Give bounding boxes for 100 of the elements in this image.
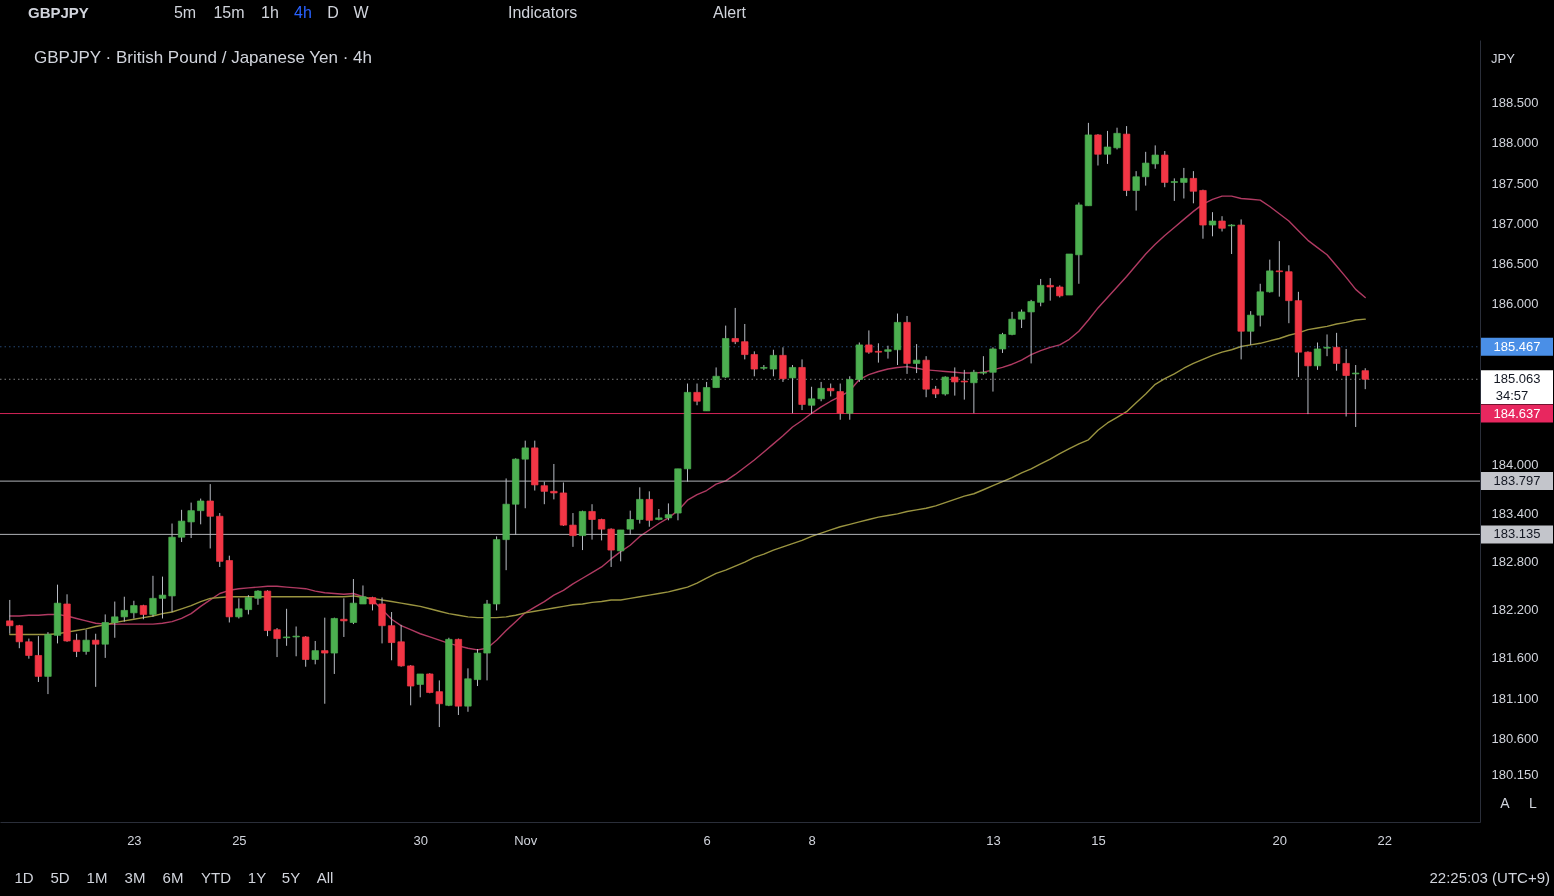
- y-tick-label: 180.150: [1491, 767, 1539, 783]
- candlestick: [244, 594, 253, 615]
- candlestick: [1323, 333, 1331, 357]
- candlestick: [998, 332, 1007, 354]
- y-tick-label: 187.500: [1491, 175, 1539, 191]
- candlestick: [1103, 130, 1112, 165]
- y-tick-label: 184.000: [1491, 457, 1539, 473]
- x-tick-label: 30: [413, 832, 428, 848]
- line-series: [9, 195, 1366, 651]
- candlestick: [1037, 278, 1045, 307]
- text: W: [353, 4, 370, 21]
- candlestick: [1113, 127, 1121, 150]
- candlestick: [407, 664, 415, 706]
- x-tick-label: 25: [232, 832, 247, 848]
- y-tick-label: 182.800: [1491, 553, 1539, 569]
- candlestick: [311, 640, 319, 665]
- text: 1D: [14, 869, 34, 886]
- text: All: [316, 869, 334, 886]
- candlestick: [912, 343, 921, 374]
- candlestick: [884, 345, 892, 360]
- candlestick: [72, 633, 81, 658]
- text: Alert: [713, 4, 747, 21]
- candlestick: [197, 498, 205, 525]
- chart-title: GBPJPY · British Pound / Japanese Yen · 4h: [34, 48, 373, 67]
- candlestick: [865, 329, 873, 355]
- ref-line-label: 185.063: [1493, 371, 1541, 387]
- candlestick: [340, 597, 348, 638]
- candlestick: [235, 597, 243, 619]
- candlestick: [1227, 223, 1236, 255]
- ref-line-label: 184.637: [1493, 405, 1541, 421]
- y-tick-label: 180.600: [1491, 730, 1539, 746]
- candlestick: [1189, 170, 1198, 204]
- candlestick: [387, 611, 396, 661]
- x-tick-label: 6: [703, 832, 711, 848]
- ref-line-label: 183.797: [1493, 473, 1541, 489]
- ref-line-label: 183.135: [1493, 526, 1541, 542]
- x-tick-label: 15: [1091, 832, 1106, 848]
- candlestick: [731, 307, 739, 345]
- candlestick: [378, 597, 386, 644]
- candlestick: [979, 355, 988, 376]
- candlestick: [970, 369, 978, 414]
- candlestick: [645, 490, 653, 528]
- y-tick-label: 188.500: [1491, 95, 1539, 111]
- candlestick: [1313, 342, 1322, 371]
- candlestick: [292, 626, 300, 657]
- candlestick: [788, 364, 797, 414]
- candlestick: [655, 508, 663, 521]
- text: L: [1529, 795, 1538, 811]
- candlestick: [349, 578, 358, 625]
- candlestick: [149, 575, 157, 618]
- candlestick: [359, 584, 367, 605]
- candlestick: [1170, 177, 1178, 202]
- y-tick-label: 183.400: [1491, 505, 1539, 521]
- y-tick-label: 181.100: [1491, 690, 1539, 706]
- candlestick: [282, 608, 291, 647]
- y-tick-label: 188.000: [1491, 135, 1539, 151]
- candlestick: [693, 383, 701, 406]
- text: 34:57: [1495, 388, 1529, 403]
- y-tick-label: 182.200: [1491, 602, 1539, 618]
- x-tick-label: 8: [808, 832, 816, 848]
- candlestick: [1352, 364, 1360, 428]
- candlestick: [1046, 277, 1054, 302]
- candlestick: [1132, 170, 1140, 212]
- text: YTD: [201, 869, 232, 886]
- candlestick: [712, 366, 720, 389]
- y-tick-label: 187.000: [1491, 215, 1539, 231]
- text: 5D: [50, 869, 70, 886]
- x-tick-label: 23: [127, 832, 142, 848]
- x-tick-label: 20: [1272, 832, 1288, 848]
- candlestick: [941, 375, 949, 397]
- y-tick-label: 181.600: [1491, 650, 1539, 666]
- candlestick: [636, 486, 644, 525]
- candlestick: [1027, 299, 1035, 364]
- candlestick: [25, 638, 33, 660]
- candlestick: [760, 364, 768, 371]
- text: 1M: [86, 869, 108, 886]
- candlestick: [302, 635, 310, 668]
- text: 3M: [124, 869, 146, 886]
- candlestick: [130, 600, 138, 619]
- candlestick: [92, 633, 100, 688]
- text: JPY: [1491, 51, 1516, 66]
- text: 15m: [213, 4, 245, 21]
- candlestick: [1342, 348, 1350, 418]
- candlestick: [1266, 259, 1274, 294]
- candlestick: [702, 381, 711, 412]
- candlestick: [1332, 332, 1341, 372]
- text: 6M: [162, 869, 184, 886]
- y-tick-label: 186.000: [1491, 296, 1539, 312]
- candlestick: [321, 617, 329, 705]
- x-tick-label: Nov: [514, 832, 538, 848]
- y-tick-label: 186.500: [1491, 256, 1539, 272]
- candlestick: [779, 346, 787, 383]
- candlestick: [34, 635, 43, 683]
- candlestick: [1275, 240, 1283, 298]
- candlestick: [817, 381, 825, 402]
- x-tick-label: 22: [1377, 832, 1393, 848]
- text: A: [1500, 795, 1511, 811]
- text: D: [327, 4, 339, 21]
- candlestick: [101, 613, 109, 659]
- candlestick: [807, 386, 816, 415]
